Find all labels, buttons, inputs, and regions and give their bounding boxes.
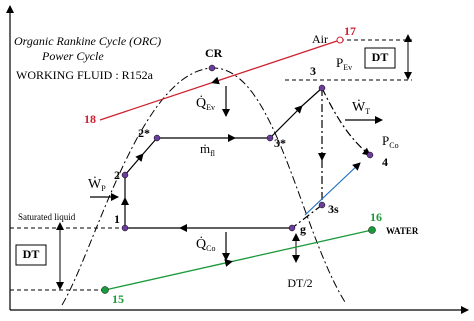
- flow-label: ṁfl: [200, 141, 216, 158]
- water-stream: [101, 226, 376, 294]
- stream-label: 17: [344, 24, 356, 38]
- subscript: Co: [389, 141, 398, 150]
- dt-box: [364, 47, 396, 69]
- stream-label: Air: [312, 32, 328, 46]
- symbol: Q̇: [196, 95, 206, 112]
- subscript: T: [365, 107, 370, 116]
- subscript: Co: [206, 244, 215, 253]
- symbol: P: [382, 133, 389, 148]
- symbol: Ẇ: [352, 98, 366, 115]
- dt-label: DT: [23, 247, 40, 261]
- dt-guides: [10, 39, 412, 291]
- work-label: ẆT: [352, 98, 370, 116]
- point-label: CR: [205, 46, 223, 60]
- air-stream: [99, 36, 344, 121]
- subscript: Ev: [206, 103, 215, 112]
- subscript: P: [101, 184, 106, 193]
- symbol: Ẇ: [88, 175, 102, 192]
- work-label: ẆP: [88, 175, 106, 193]
- dt-box: [15, 244, 47, 266]
- fluid-label: WORKING FLUID : R152a: [16, 68, 154, 82]
- stream-label: 16: [370, 210, 382, 224]
- subtitle: Power Cycle: [41, 49, 104, 63]
- cycle: [90, 86, 383, 261]
- saturated-liquid-label: Saturated liquid: [18, 212, 76, 222]
- stream-label: 18: [84, 112, 96, 126]
- heat-label: Q̇Ev: [196, 95, 215, 112]
- dt-half-label: DT/2: [287, 276, 312, 290]
- symbol: Q̇: [196, 236, 206, 253]
- pressure-label: PCo: [382, 133, 399, 150]
- subscript: fl: [210, 149, 216, 158]
- state-points: [121, 64, 374, 232]
- point-label: 3*: [274, 136, 286, 150]
- point-label: 1: [114, 212, 120, 226]
- subscript: Ev: [343, 63, 352, 72]
- title: Organic Rankine Cycle (ORC): [14, 34, 161, 48]
- point-label: 2: [114, 168, 120, 182]
- point-label: 3s: [328, 202, 339, 216]
- symbol: P: [336, 55, 343, 70]
- symbol: ṁ: [200, 141, 210, 156]
- heat-label: Q̇Co: [196, 236, 215, 253]
- axes: [6, 5, 469, 314]
- point-label: 4: [382, 155, 388, 169]
- pressure-label: PEv: [336, 55, 352, 72]
- point-label: 3: [310, 64, 316, 78]
- point-label: 2*: [138, 126, 150, 140]
- stream-label: WATER: [386, 226, 419, 236]
- point-label: g: [300, 222, 306, 236]
- dt-label: DT: [372, 50, 389, 64]
- stream-label: 15: [112, 292, 124, 306]
